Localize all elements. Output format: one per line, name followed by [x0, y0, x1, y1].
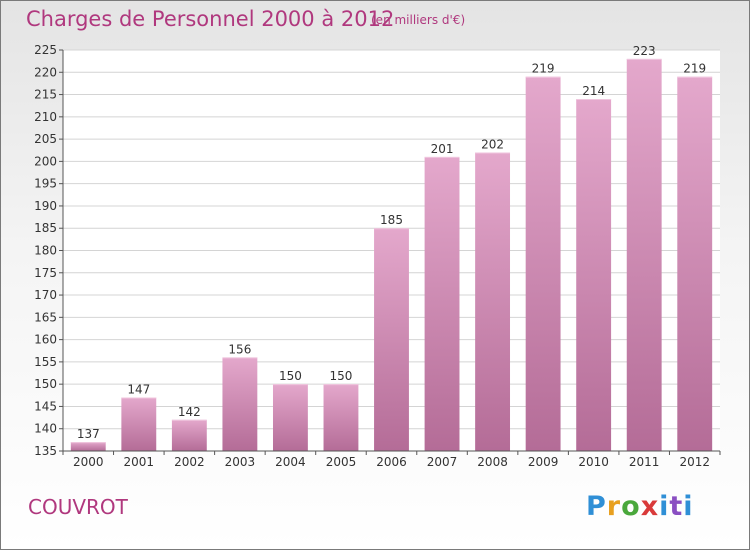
commune-name: COUVROT	[28, 495, 128, 519]
logo-letter: i	[659, 491, 670, 522]
bar-value-label: 219	[683, 62, 706, 76]
logo-letter: x	[640, 491, 660, 522]
x-tick-label: 2001	[124, 455, 155, 469]
bar-value-label: 185	[380, 213, 403, 227]
bar	[525, 76, 561, 451]
y-tick-label: 190	[34, 199, 57, 213]
bar-value-label: 150	[279, 369, 302, 383]
x-tick-label: 2012	[679, 455, 710, 469]
y-tick-label: 185	[34, 221, 57, 235]
x-axis: 2000 2001 2002 2003 2004 2005 2006 2007 2008 2009…	[62, 450, 721, 469]
y-tick-label: 205	[34, 132, 57, 146]
proxiti-logo[interactable]: Proxiti	[586, 491, 694, 522]
x-tick-label: 2005	[326, 455, 357, 469]
bar	[677, 76, 713, 451]
logo-letter: r	[606, 491, 622, 522]
x-tick-label: 2011	[629, 455, 660, 469]
y-tick-label: 210	[34, 110, 57, 124]
bar-value-label: 137	[77, 427, 100, 441]
bars-group	[70, 58, 713, 452]
logo-letter: i	[683, 491, 694, 522]
bar	[222, 357, 258, 451]
chart-subtitle: (en milliers d'€)	[371, 13, 466, 27]
bar	[374, 228, 409, 451]
bar-value-label: 202	[481, 137, 504, 151]
y-tick-label: 215	[34, 88, 57, 102]
logo-letter: P	[586, 491, 607, 522]
x-tick-label: 2006	[376, 455, 407, 469]
bar-value-label: 150	[330, 369, 353, 383]
logo-letter: t	[669, 491, 684, 522]
x-tick-label: 2007	[427, 455, 458, 469]
data-labels: 137 147 142 156 150 150 185 201 202 219 214 223 219	[77, 44, 706, 441]
y-tick-label: 225	[34, 43, 57, 57]
x-tick-label: 2000	[73, 455, 104, 469]
y-tick-label: 155	[34, 355, 57, 369]
bar-value-label: 219	[532, 62, 555, 76]
y-tick-label: 170	[34, 288, 57, 302]
bar-value-label: 201	[431, 142, 454, 156]
bar	[576, 99, 612, 451]
bar	[626, 58, 662, 452]
y-tick-label: 150	[34, 377, 57, 391]
bar	[121, 397, 157, 451]
y-tick-label: 140	[34, 422, 57, 436]
bar-value-label: 147	[127, 383, 150, 397]
y-tick-label: 135	[34, 444, 57, 458]
y-tick-label: 175	[34, 266, 57, 280]
y-tick-label: 160	[34, 333, 57, 347]
bar-value-label: 223	[633, 44, 656, 58]
x-tick-label: 2003	[225, 455, 256, 469]
y-tick-label: 180	[34, 244, 57, 258]
y-tick-label: 220	[34, 65, 57, 79]
bar	[424, 156, 460, 451]
logo-letter: o	[621, 491, 641, 522]
bar	[70, 442, 106, 451]
x-tick-label: 2010	[578, 455, 609, 469]
x-tick-label: 2002	[174, 455, 205, 469]
chart-title: Charges de Personnel 2000 à 2012	[26, 7, 395, 31]
y-axis: 135 140 145 150 155 160 165 170 175 180 185 190 195 2…	[34, 43, 64, 458]
x-tick-label: 2009	[528, 455, 559, 469]
bar	[323, 384, 359, 451]
bar-value-label: 156	[228, 342, 251, 356]
bar	[272, 384, 308, 451]
x-tick-label: 2004	[275, 455, 306, 469]
bar-value-label: 214	[582, 84, 605, 98]
y-tick-label: 200	[34, 154, 57, 168]
bar	[171, 419, 207, 451]
bar	[475, 152, 511, 451]
y-tick-label: 195	[34, 177, 57, 191]
x-tick-label: 2008	[477, 455, 508, 469]
y-tick-label: 145	[34, 399, 57, 413]
bar-value-label: 142	[178, 405, 201, 419]
y-tick-label: 165	[34, 310, 57, 324]
